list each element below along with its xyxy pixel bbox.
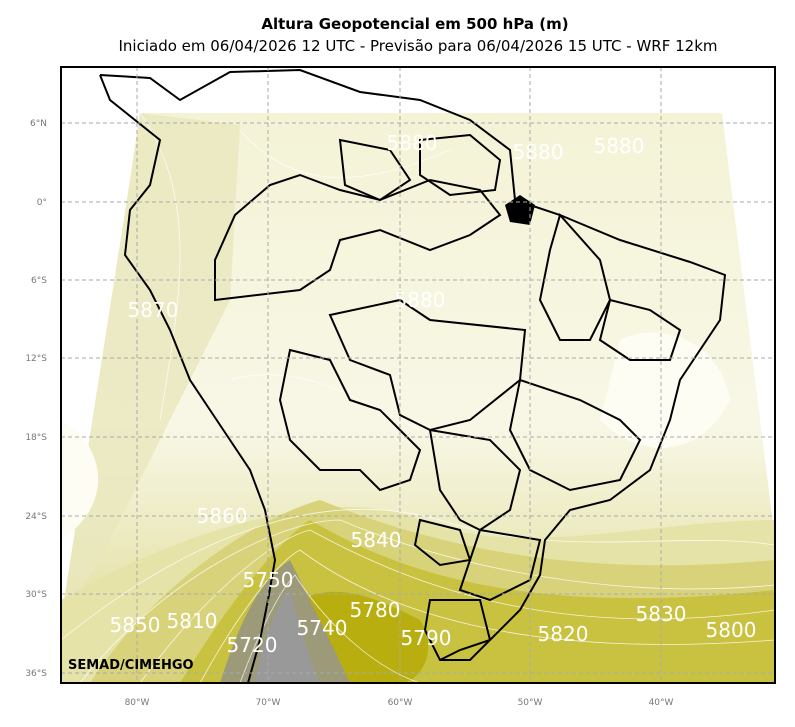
lat-label: 6°N [30,119,47,129]
contour-label: 5870 [128,298,179,322]
lat-label: 6°S [31,276,47,286]
contour-label: 5880 [387,131,438,155]
credit: SEMAD/CIMEHGO [68,658,194,673]
map-frame [60,66,776,684]
contour-labels: 5880 5880 5880 5870 5880 5860 5840 5750 5850 5810… [110,131,757,657]
map-area [61,68,775,683]
contour-label: 5820 [538,622,589,646]
lat-label: 18°S [25,433,47,443]
lon-label: 40°W [649,698,674,708]
contour-label: 5840 [351,528,402,552]
lat-label: 0° [37,198,47,208]
contour-label: 5810 [167,609,218,633]
lat-label: 36°S [25,669,47,679]
contour-label: 5750 [243,568,294,592]
lat-label: 24°S [25,512,47,522]
contour-label: 5830 [636,602,687,626]
contour-label: 5860 [197,504,248,528]
contour-label: 5800 [706,618,757,642]
lon-label: 60°W [388,698,413,708]
lat-label: 30°S [25,590,47,600]
contour-label: 5880 [395,288,446,312]
contour-label: 5880 [594,134,645,158]
lon-label: 70°W [256,698,281,708]
lon-label: 50°W [518,698,543,708]
subtitle: Iniciado em 06/04/2026 12 UTC - Previsão… [118,37,717,55]
lat-label: 12°S [25,354,47,364]
contour-label: 5740 [297,616,348,640]
title: Altura Geopotencial em 500 hPa (m) [261,15,568,33]
graticule: 6°N 0° 6°S 12°S 18°S 24°S 30°S 36°S 80°W 70°W 60°W… [25,67,775,708]
contour-label: 5720 [227,633,278,657]
contour-label: 5880 [513,140,564,164]
lon-label: 80°W [125,698,150,708]
contour-label: 5780 [350,598,401,622]
contour-label: 5850 [110,613,161,637]
contour-label: 5790 [401,626,452,650]
